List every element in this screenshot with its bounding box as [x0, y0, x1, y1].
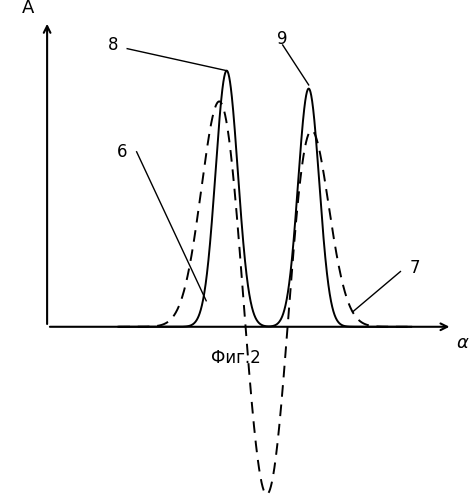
Text: 6: 6	[117, 143, 128, 161]
Text: 9: 9	[278, 30, 288, 48]
Text: 7: 7	[409, 259, 420, 277]
Text: A: A	[22, 0, 34, 18]
Text: 8: 8	[108, 36, 118, 54]
Text: α: α	[457, 334, 469, 352]
Text: Фиг.2: Фиг.2	[211, 350, 261, 368]
